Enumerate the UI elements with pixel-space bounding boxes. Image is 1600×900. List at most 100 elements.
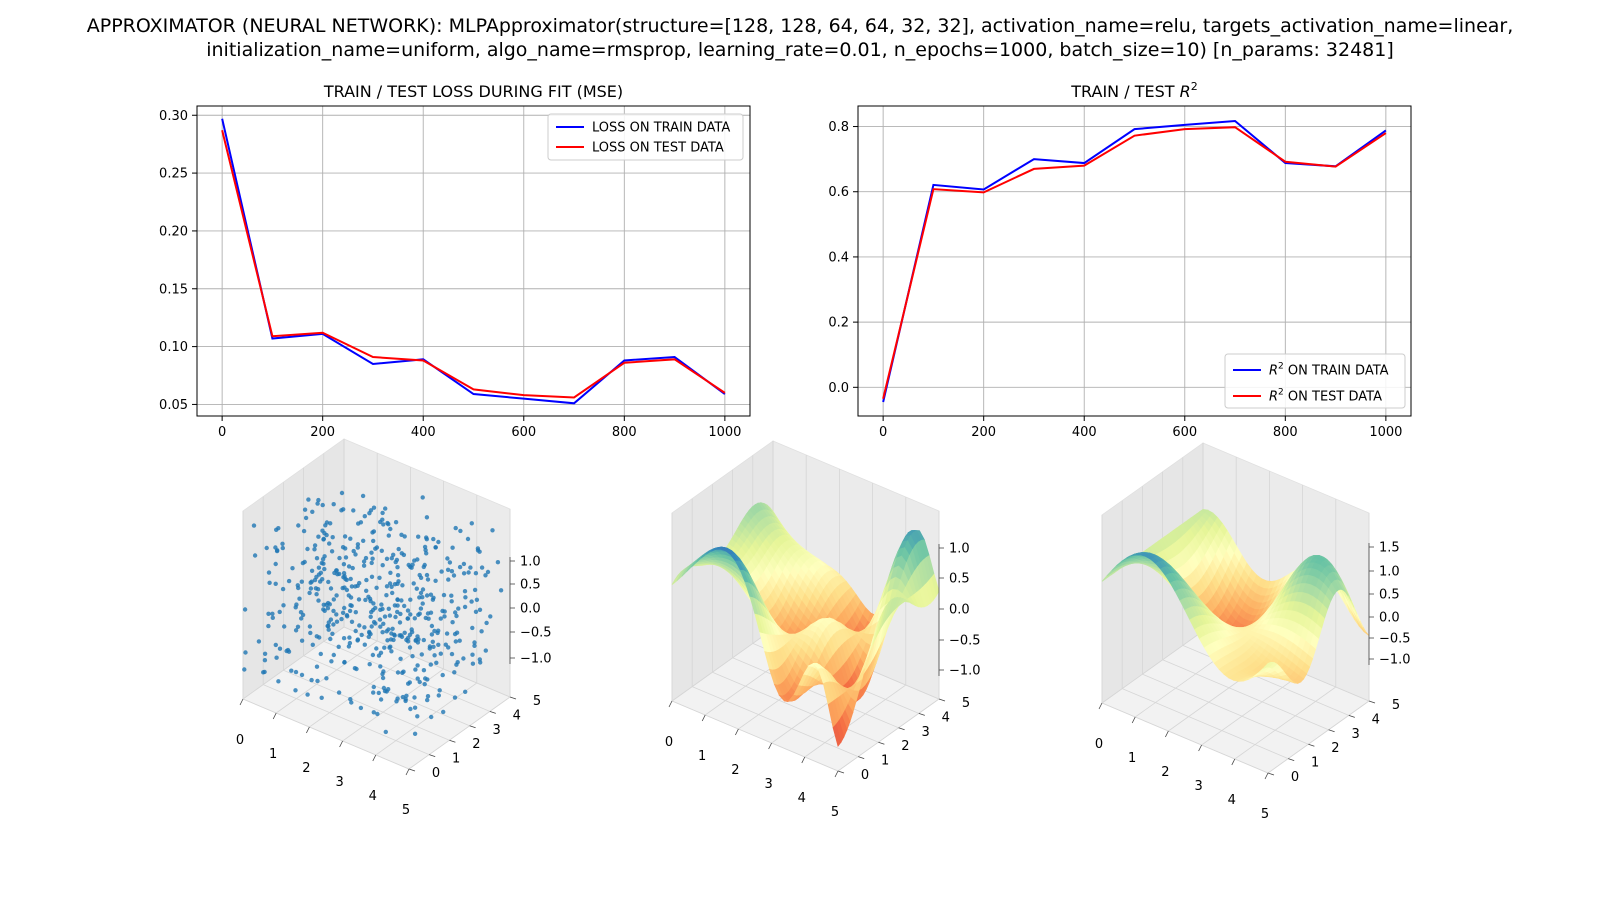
y-tick-label: 2: [1331, 741, 1339, 756]
scatter-point: [433, 578, 438, 583]
scatter-point: [408, 706, 413, 712]
scatter-point: [305, 692, 310, 697]
y-tick-label: 0.0: [828, 381, 849, 396]
scatter-point: [410, 562, 415, 567]
scatter-point: [416, 534, 421, 539]
scatter-point: [370, 556, 375, 561]
scatter-point: [339, 508, 344, 513]
y-tick: [1368, 700, 1376, 704]
chart-title: TRAIN / TEST LOSS DURING FIT (MSE): [323, 82, 623, 101]
scatter-point: [302, 507, 308, 512]
scatter-point: [316, 598, 321, 603]
z-tick-label: 1.0: [949, 542, 970, 557]
x-tick-label: 0: [236, 733, 244, 748]
scatter-point: [389, 631, 394, 636]
scatter-point: [430, 639, 435, 644]
scatter-point: [483, 573, 488, 578]
y-tick: [1348, 715, 1355, 718]
scatter-point: [371, 690, 376, 695]
scatter-point: [474, 597, 480, 602]
z-tick-label: 0.0: [520, 602, 541, 617]
scatter-point: [318, 651, 323, 657]
scatter-point: [267, 580, 272, 585]
scatter-point: [472, 643, 477, 648]
scatter-point: [441, 592, 447, 598]
scatter-point: [366, 634, 371, 640]
scatter-point: [331, 597, 336, 602]
scatter-point: [395, 609, 400, 615]
scatter-point: [441, 709, 446, 715]
x-tick-label: 600: [1172, 425, 1197, 440]
scatter-point: [330, 535, 335, 540]
scatter-point: [342, 659, 347, 665]
scatter-point: [316, 497, 321, 503]
scatter-point: [404, 637, 409, 643]
y-tick: [837, 770, 845, 774]
y-tick-label: 0: [1291, 770, 1299, 785]
scatter-point: [312, 547, 317, 552]
pane-grid: [671, 700, 839, 772]
scatter-point: [349, 700, 354, 705]
scatter-point: [295, 624, 301, 629]
scatter-point: [351, 508, 356, 513]
y-tick-label: 0.4: [828, 250, 849, 265]
scatter-point: [445, 556, 450, 561]
scatter-point: [378, 624, 383, 629]
scatter-point: [364, 588, 369, 593]
scatter-point: [412, 558, 417, 563]
z-tick-label: −0.5: [1379, 632, 1411, 647]
scatter-point: [403, 698, 408, 704]
scatter-point: [431, 536, 436, 542]
scatter-point: [309, 579, 314, 584]
scatter-point: [430, 597, 436, 602]
scatter-point: [354, 666, 359, 672]
scatter-point: [373, 605, 378, 611]
scatter-point: [341, 562, 347, 567]
y-tick-label: 0.25: [159, 167, 188, 182]
x-tick-label: 800: [612, 425, 637, 440]
scatter-point: [275, 548, 280, 553]
scatter-point: [437, 688, 442, 693]
scatter-point: [374, 585, 379, 590]
scatter-point: [359, 632, 364, 638]
scatter-point: [355, 545, 360, 550]
scatter-point: [356, 521, 361, 526]
scatter-point: [384, 556, 390, 561]
scatter-point: [461, 561, 467, 567]
scatter-point: [410, 654, 415, 659]
scatter-point: [362, 625, 367, 630]
scatter-point: [384, 689, 389, 694]
scatter-point: [361, 559, 367, 564]
scatter-point: [473, 571, 479, 576]
x-tick-label: 2: [731, 763, 739, 778]
z-tick-label: −1.0: [1379, 653, 1411, 668]
scatter-point: [382, 645, 387, 650]
scatter-point: [360, 493, 366, 499]
scatter-point: [428, 610, 434, 615]
scatter-point: [461, 571, 467, 576]
scatter-point: [345, 614, 350, 619]
scatter-point: [321, 561, 326, 566]
scatter-point: [451, 573, 457, 578]
x-tick-label: 4: [369, 789, 377, 804]
pane-grid: [242, 698, 410, 770]
scatter-point: [409, 627, 414, 632]
series-line-test: [221, 130, 726, 399]
pane-grid: [343, 626, 511, 698]
scatter-point: [285, 647, 291, 653]
scatter-point: [264, 545, 269, 551]
scatter-point: [469, 599, 474, 604]
pane-grid: [804, 684, 907, 758]
scatter-point: [384, 593, 389, 598]
x-tick-label: 4: [1228, 793, 1236, 808]
scatter-point: [331, 652, 336, 658]
scatter-point: [438, 651, 443, 656]
scatter-point: [277, 609, 282, 615]
scatter-point: [341, 575, 346, 580]
scatter-point: [454, 613, 459, 619]
y-tick: [509, 696, 517, 700]
scatter-point: [434, 660, 439, 665]
x-tick-label: 200: [310, 425, 335, 440]
scatter-point: [371, 619, 377, 625]
scatter-point: [328, 521, 333, 526]
